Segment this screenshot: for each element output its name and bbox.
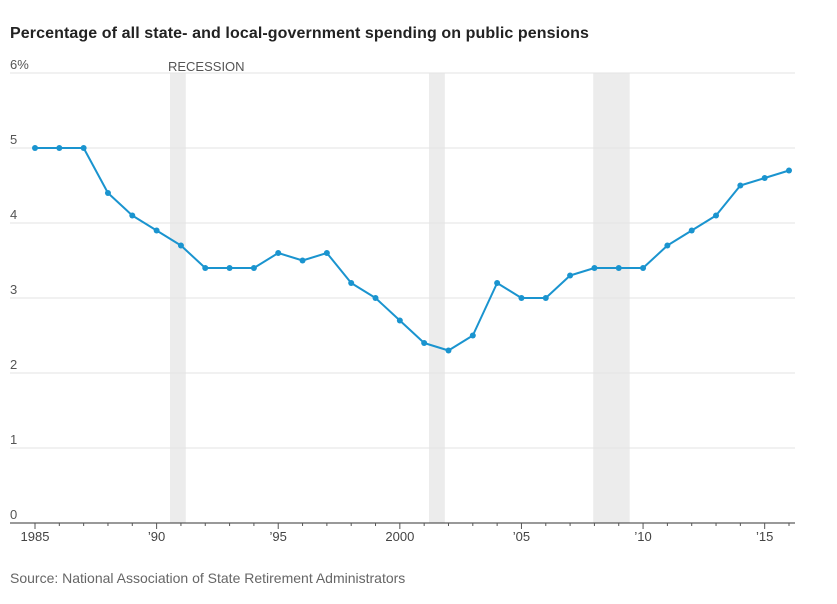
chart-title: Percentage of all state- and local-gover… bbox=[10, 25, 589, 42]
data-point-1993 bbox=[226, 265, 233, 271]
chart-source: Source: National Association of State Re… bbox=[10, 570, 406, 586]
y-tick-label-5: 5 bbox=[10, 132, 17, 147]
data-point-2011 bbox=[664, 242, 671, 249]
data-point-1989 bbox=[129, 212, 136, 219]
data-point-1995 bbox=[275, 250, 282, 256]
data-point-1988 bbox=[104, 190, 111, 196]
y-tick-label-4: 4 bbox=[10, 207, 17, 222]
data-point-1987 bbox=[80, 145, 87, 151]
x-tick-label-1995: ’95 bbox=[270, 529, 287, 544]
data-point-1998 bbox=[348, 280, 355, 286]
data-point-2013 bbox=[713, 212, 720, 219]
x-tick-label-1990: ’90 bbox=[148, 529, 165, 544]
x-tick-label-2005: ’05 bbox=[513, 529, 530, 544]
y-tick-label-6: 6% bbox=[10, 57, 29, 72]
series-line bbox=[35, 147, 790, 352]
data-point-1986 bbox=[56, 145, 63, 151]
recession-label: RECESSION bbox=[168, 59, 245, 74]
x-tick-label-2000: 2000 bbox=[385, 529, 414, 544]
data-point-2009 bbox=[615, 265, 622, 271]
data-point-2002 bbox=[445, 347, 452, 354]
data-point-2008 bbox=[591, 265, 598, 271]
data-point-2012 bbox=[688, 227, 695, 234]
series-polyline bbox=[35, 147, 790, 352]
x-tick-label-2015: ’15 bbox=[756, 529, 773, 544]
x-tick-label-1985: 1985 bbox=[21, 529, 50, 544]
series-points bbox=[32, 145, 792, 354]
data-point-1999 bbox=[372, 295, 379, 301]
data-point-2003 bbox=[469, 332, 476, 339]
data-point-1996 bbox=[299, 257, 306, 264]
data-point-2010 bbox=[640, 265, 647, 271]
recession-bands: RECESSION bbox=[168, 59, 630, 523]
x-tick-label-2010: ’10 bbox=[634, 529, 651, 544]
data-point-2007 bbox=[567, 272, 574, 279]
y-tick-label-0: 0 bbox=[10, 507, 17, 522]
data-point-1994 bbox=[250, 265, 257, 271]
data-point-2005 bbox=[518, 295, 525, 301]
y-axis-ticks: 0 1 2 3 4 5 6% bbox=[10, 57, 29, 522]
data-point-2014 bbox=[737, 182, 744, 189]
data-point-1990 bbox=[153, 227, 160, 234]
data-point-1991 bbox=[177, 242, 184, 249]
data-point-2004 bbox=[494, 280, 501, 286]
data-point-1997 bbox=[323, 250, 330, 256]
x-axis: 1985 ’90 ’95 2000 ’05 ’10 ’15 bbox=[10, 522, 795, 544]
gridlines bbox=[10, 72, 795, 449]
data-point-2000 bbox=[396, 317, 403, 324]
data-point-2015 bbox=[761, 175, 768, 181]
y-tick-label-3: 3 bbox=[10, 282, 17, 297]
data-point-1992 bbox=[202, 265, 209, 271]
y-tick-label-2: 2 bbox=[10, 357, 17, 372]
data-point-2001 bbox=[421, 340, 428, 346]
data-point-2006 bbox=[542, 295, 549, 301]
data-point-1985 bbox=[32, 145, 38, 151]
y-tick-label-1: 1 bbox=[10, 432, 17, 447]
data-point-2016 bbox=[786, 167, 792, 174]
